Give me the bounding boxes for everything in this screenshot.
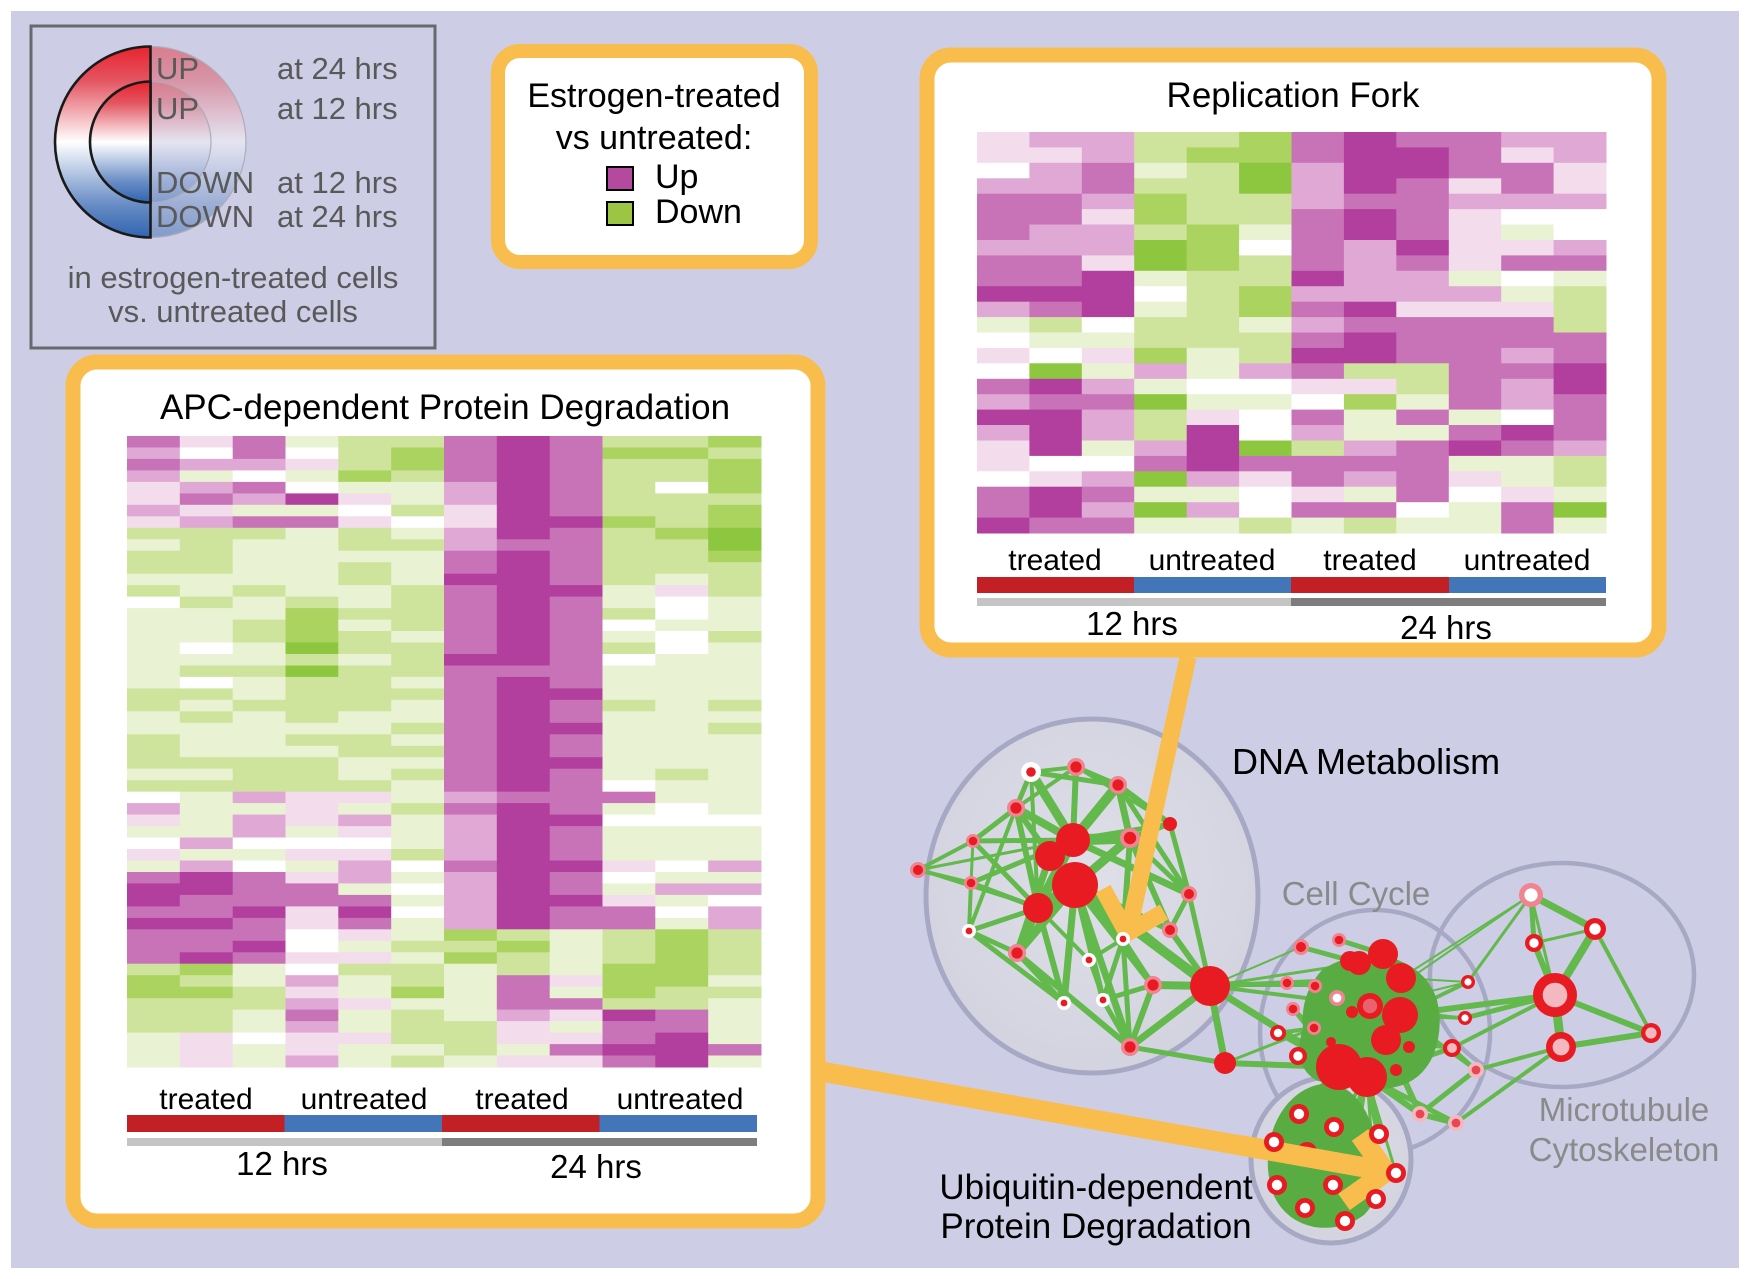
svg-text:APC-dependent Protein Degradat: APC-dependent Protein Degradation: [160, 388, 730, 427]
svg-text:untreated: untreated: [617, 1083, 744, 1116]
svg-text:UP: UP: [156, 51, 199, 86]
svg-text:24 hrs: 24 hrs: [550, 1148, 642, 1185]
svg-text:DOWN: DOWN: [156, 199, 254, 234]
svg-text:in estrogen-treated cells: in estrogen-treated cells: [68, 260, 399, 295]
svg-text:UP: UP: [156, 91, 199, 126]
svg-text:DOWN: DOWN: [156, 165, 254, 200]
svg-text:DNA Metabolism: DNA Metabolism: [1232, 741, 1500, 782]
svg-text:treated: treated: [1008, 544, 1101, 577]
svg-text:Cytoskeleton: Cytoskeleton: [1529, 1131, 1720, 1168]
svg-text:Microtubule: Microtubule: [1539, 1091, 1710, 1128]
svg-text:Protein Degradation: Protein Degradation: [940, 1207, 1251, 1246]
svg-text:12 hrs: 12 hrs: [236, 1145, 328, 1182]
svg-text:treated: treated: [1323, 544, 1416, 577]
svg-text:Cell Cycle: Cell Cycle: [1282, 875, 1431, 912]
svg-text:vs untreated:: vs untreated:: [556, 119, 753, 157]
svg-text:treated: treated: [475, 1083, 568, 1116]
svg-text:untreated: untreated: [1149, 544, 1276, 577]
svg-text:untreated: untreated: [301, 1083, 428, 1116]
svg-text:Estrogen-treated: Estrogen-treated: [527, 77, 780, 115]
svg-text:treated: treated: [159, 1083, 252, 1116]
svg-text:Replication Fork: Replication Fork: [1167, 76, 1420, 115]
svg-text:at 12 hrs: at 12 hrs: [277, 165, 398, 200]
svg-text:12 hrs: 12 hrs: [1086, 605, 1178, 642]
svg-text:Up: Up: [655, 158, 698, 196]
svg-text:Ubiquitin-dependent: Ubiquitin-dependent: [939, 1168, 1253, 1207]
svg-text:Down: Down: [655, 193, 742, 231]
svg-text:untreated: untreated: [1464, 544, 1591, 577]
svg-text:24 hrs: 24 hrs: [1400, 609, 1492, 646]
svg-text:at 12 hrs: at 12 hrs: [277, 91, 398, 126]
svg-text:vs. untreated cells: vs. untreated cells: [108, 294, 358, 329]
svg-text:at 24 hrs: at 24 hrs: [277, 51, 398, 86]
svg-text:at 24 hrs: at 24 hrs: [277, 199, 398, 234]
